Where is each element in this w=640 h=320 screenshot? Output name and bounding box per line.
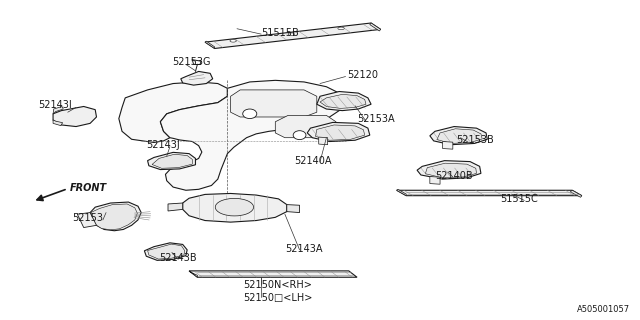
Text: FRONT: FRONT xyxy=(70,183,107,193)
Text: 52153G: 52153G xyxy=(172,57,211,67)
Text: 51515C: 51515C xyxy=(500,194,538,204)
Polygon shape xyxy=(316,125,365,140)
Polygon shape xyxy=(417,161,481,179)
Polygon shape xyxy=(189,271,197,277)
Polygon shape xyxy=(437,129,482,143)
Text: 52143I: 52143I xyxy=(38,100,72,110)
Ellipse shape xyxy=(288,33,294,36)
Polygon shape xyxy=(180,71,212,85)
Ellipse shape xyxy=(243,109,257,119)
Polygon shape xyxy=(443,141,453,149)
Ellipse shape xyxy=(230,40,236,42)
Polygon shape xyxy=(287,204,300,212)
Text: 52153: 52153 xyxy=(72,213,103,223)
Text: 52153A: 52153A xyxy=(357,114,395,124)
Text: 52150□<LH>: 52150□<LH> xyxy=(243,293,313,303)
Polygon shape xyxy=(426,163,476,178)
Text: 52150N<RH>: 52150N<RH> xyxy=(243,280,312,290)
Text: A505001057: A505001057 xyxy=(577,305,630,314)
Polygon shape xyxy=(397,190,582,196)
Polygon shape xyxy=(90,202,141,231)
Polygon shape xyxy=(53,120,63,125)
Text: 52143B: 52143B xyxy=(159,253,196,263)
Polygon shape xyxy=(320,94,366,108)
Polygon shape xyxy=(148,244,184,259)
Text: 52140B: 52140B xyxy=(435,171,472,181)
Polygon shape xyxy=(570,190,582,197)
Polygon shape xyxy=(230,90,317,117)
Text: 52143A: 52143A xyxy=(285,244,323,253)
Text: 52153B: 52153B xyxy=(457,135,495,145)
Polygon shape xyxy=(53,107,97,126)
Ellipse shape xyxy=(338,27,344,30)
Polygon shape xyxy=(430,126,487,145)
Polygon shape xyxy=(205,23,381,49)
Polygon shape xyxy=(168,203,182,211)
Polygon shape xyxy=(370,23,381,31)
Ellipse shape xyxy=(293,131,306,140)
Polygon shape xyxy=(205,41,214,49)
Polygon shape xyxy=(275,116,336,138)
Polygon shape xyxy=(148,152,195,170)
Text: 51515B: 51515B xyxy=(261,28,299,37)
Polygon shape xyxy=(319,137,328,145)
Polygon shape xyxy=(119,82,227,142)
Polygon shape xyxy=(397,189,406,196)
Text: 52140A: 52140A xyxy=(294,156,332,166)
Polygon shape xyxy=(92,204,138,230)
Ellipse shape xyxy=(215,198,253,216)
Polygon shape xyxy=(317,92,371,111)
Polygon shape xyxy=(430,177,440,184)
Polygon shape xyxy=(189,271,357,277)
Polygon shape xyxy=(161,80,342,190)
Polygon shape xyxy=(145,243,187,260)
Polygon shape xyxy=(182,194,287,222)
Text: 52120: 52120 xyxy=(347,70,378,80)
Polygon shape xyxy=(53,107,63,114)
Polygon shape xyxy=(152,154,192,168)
Text: 52143J: 52143J xyxy=(147,140,180,150)
Polygon shape xyxy=(307,123,370,141)
Polygon shape xyxy=(77,212,97,228)
